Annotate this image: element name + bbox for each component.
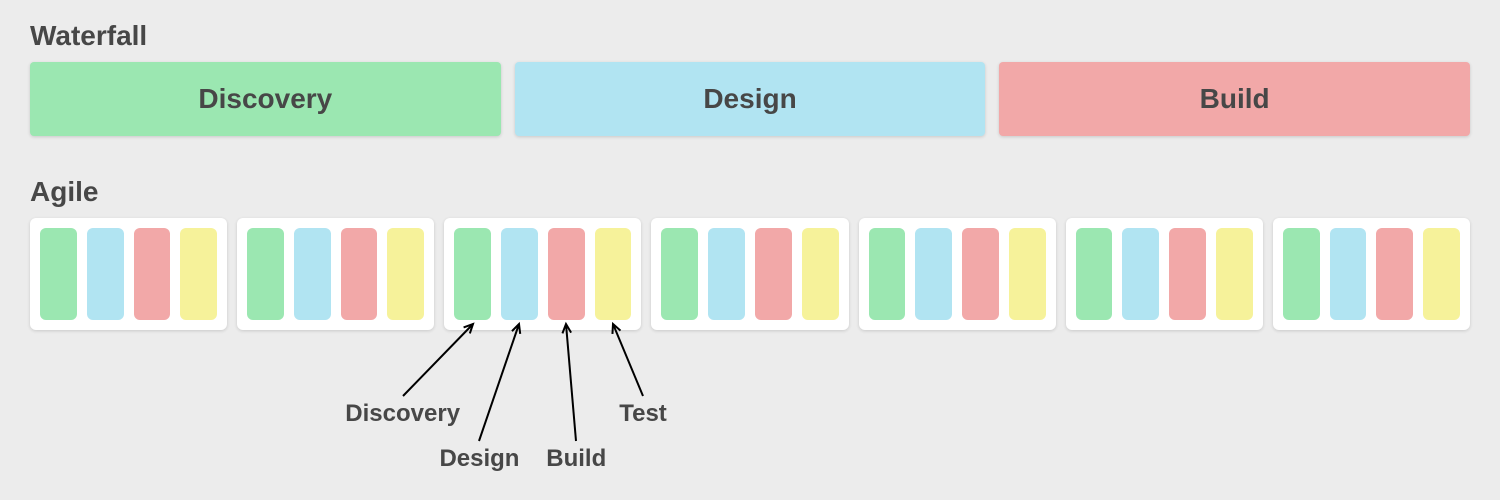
mini-phase-test bbox=[802, 228, 839, 320]
mini-phase-build bbox=[1169, 228, 1206, 320]
sprint-card bbox=[1066, 218, 1263, 330]
mini-phase-test bbox=[387, 228, 424, 320]
mini-phase-build bbox=[962, 228, 999, 320]
agile-title: Agile bbox=[30, 176, 1470, 208]
mini-phase-design bbox=[87, 228, 124, 320]
callout-label-test: Test bbox=[619, 400, 667, 428]
mini-phase-discovery bbox=[40, 228, 77, 320]
waterfall-phase-design: Design bbox=[515, 62, 986, 136]
callout-label-build: Build bbox=[546, 445, 606, 473]
mini-phase-discovery bbox=[661, 228, 698, 320]
mini-phase-design bbox=[1122, 228, 1159, 320]
agile-row bbox=[30, 218, 1470, 330]
mini-phase-test bbox=[1423, 228, 1460, 320]
callout-arrow-build bbox=[554, 312, 588, 453]
sprint-card bbox=[30, 218, 227, 330]
mini-phase-design bbox=[708, 228, 745, 320]
mini-phase-test bbox=[180, 228, 217, 320]
mini-phase-discovery bbox=[454, 228, 491, 320]
mini-phase-discovery bbox=[869, 228, 906, 320]
mini-phase-design bbox=[915, 228, 952, 320]
mini-phase-design bbox=[501, 228, 538, 320]
sprint-card bbox=[859, 218, 1056, 330]
mini-phase-build bbox=[134, 228, 171, 320]
mini-phase-test bbox=[1216, 228, 1253, 320]
mini-phase-build bbox=[341, 228, 378, 320]
mini-phase-test bbox=[1009, 228, 1046, 320]
mini-phase-discovery bbox=[247, 228, 284, 320]
mini-phase-design bbox=[1330, 228, 1367, 320]
mini-phase-build bbox=[755, 228, 792, 320]
mini-phase-build bbox=[1376, 228, 1413, 320]
sprint-card bbox=[1273, 218, 1470, 330]
mini-phase-design bbox=[294, 228, 331, 320]
callout-label-discovery: Discovery bbox=[345, 400, 460, 428]
waterfall-row: DiscoveryDesignBuild bbox=[30, 62, 1470, 136]
callout-arrow-design bbox=[467, 312, 531, 453]
waterfall-title: Waterfall bbox=[30, 20, 1470, 52]
mini-phase-discovery bbox=[1076, 228, 1113, 320]
mini-phase-build bbox=[548, 228, 585, 320]
waterfall-phase-build: Build bbox=[999, 62, 1470, 136]
mini-phase-test bbox=[595, 228, 632, 320]
callout-label-design: Design bbox=[439, 445, 519, 473]
waterfall-phase-discovery: Discovery bbox=[30, 62, 501, 136]
sprint-card bbox=[651, 218, 848, 330]
sprint-card bbox=[444, 218, 641, 330]
mini-phase-discovery bbox=[1283, 228, 1320, 320]
sprint-card bbox=[237, 218, 434, 330]
